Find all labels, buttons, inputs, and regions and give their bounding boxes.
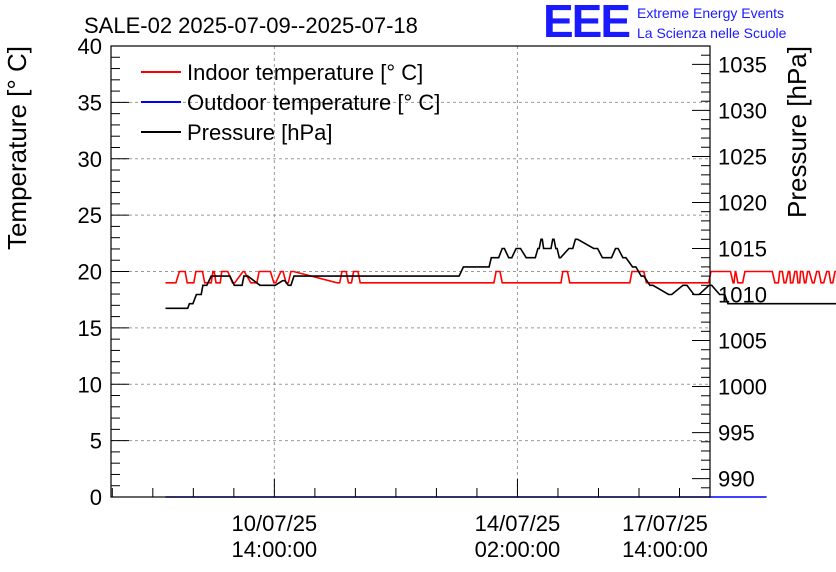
- data-series: [165, 238, 836, 498]
- x-tick-label-time: 14:00:00: [622, 537, 708, 562]
- y-tick-label: 0: [90, 485, 102, 510]
- y-tick-label: 20: [78, 260, 102, 285]
- eee-logo: EEE Extreme Energy Events La Scienza nel…: [543, 0, 833, 47]
- grid: [111, 46, 710, 497]
- x-tick-label-date: 17/07/25: [622, 511, 708, 536]
- y-tick-label: 25: [78, 203, 102, 228]
- x-tick-label-time: 02:00:00: [475, 537, 561, 562]
- y-tick-label: 40: [78, 34, 102, 59]
- x-tick-label-time: 14:00:00: [232, 537, 318, 562]
- y2-axis-label: Pressure [hPa]: [782, 46, 812, 218]
- right-axis: 990 995 1000 1005 1010 1015 1020 1025 1030 1035: [692, 52, 767, 492]
- eee-logo-mark: EEE: [543, 0, 631, 47]
- series-line: [165, 270, 836, 284]
- y-tick-label: 10: [78, 372, 102, 397]
- logo-line-1: Extreme Energy Events: [637, 5, 785, 21]
- y2-tick-label: 1030: [718, 98, 767, 123]
- left-axis: 0 5 10 15 20 25 30 35 40: [78, 34, 129, 510]
- y2-tick-label: 1005: [718, 329, 767, 354]
- y2-tick-label: 1035: [718, 52, 767, 77]
- legend-label: Pressure [hPa]: [187, 120, 333, 145]
- y-tick-label: 35: [78, 90, 102, 115]
- y-axis-label: Temperature [° C]: [2, 46, 32, 250]
- y-tick-label: 15: [78, 316, 102, 341]
- logo-line-2: La Scienza nelle Scuole: [637, 25, 787, 41]
- chart-title: SALE-02 2025-07-09--2025-07-18: [84, 13, 418, 38]
- x-axis: 10/07/2514:00:0014/07/2502:00:0017/07/25…: [111, 479, 708, 562]
- y2-tick-label: 990: [718, 467, 755, 492]
- legend: Indoor temperature [° C] Outdoor temperat…: [141, 60, 440, 145]
- legend-label: Indoor temperature [° C]: [187, 60, 423, 85]
- y-tick-label: 5: [90, 429, 102, 454]
- series-line: [165, 238, 836, 310]
- y2-tick-label: 995: [718, 421, 755, 446]
- y2-tick-label: 1010: [718, 283, 767, 308]
- y-tick-label: 30: [78, 147, 102, 172]
- y2-tick-label: 1020: [718, 190, 767, 215]
- y2-tick-label: 1025: [718, 144, 767, 169]
- y2-tick-label: 1000: [718, 375, 767, 400]
- y2-tick-label: 1015: [718, 236, 767, 261]
- x-tick-label-date: 14/07/25: [475, 511, 561, 536]
- x-tick-label-date: 10/07/25: [232, 511, 318, 536]
- legend-label: Outdoor temperature [° C]: [187, 90, 440, 115]
